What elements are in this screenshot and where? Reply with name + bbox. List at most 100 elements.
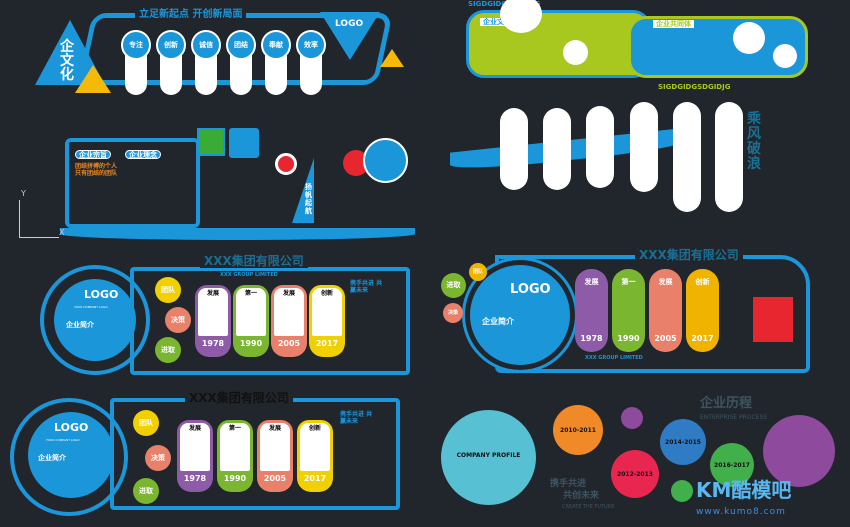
value-label: 专注 (121, 30, 151, 60)
badge-progress: 进取 (155, 337, 181, 363)
intro-title: 企业简介 (66, 321, 94, 329)
green-blue-boxes (197, 128, 287, 158)
label: 发展 (584, 278, 599, 286)
value-pill: 奉献 (261, 30, 291, 95)
history-card: 发展 2005 (649, 269, 682, 352)
intro-title: 企业简介 (38, 454, 66, 462)
label: 1990 (617, 334, 640, 344)
history-card: 发展 2005 (257, 420, 293, 492)
value-label: 团结 (226, 30, 256, 60)
value-pill: 团结 (226, 30, 256, 95)
value-label: 效率 (296, 30, 326, 60)
pill (630, 102, 658, 192)
info-circle (363, 138, 408, 183)
pill (586, 106, 614, 188)
culture-wall-green-blue: SIGDGIDGSDGIDJG 企业文化 企业共同体 SIGDGIDGSDGID… (458, 0, 818, 92)
frame (65, 138, 200, 228)
badge-decision: 决策 (443, 303, 463, 323)
logo-sub: YOUR COMPANY LOGO (46, 438, 80, 442)
history-card: 创新 2017 (297, 420, 333, 492)
label: 2005 (654, 334, 677, 344)
history-card: 第一 1990 (612, 269, 645, 352)
cloud-circle (563, 40, 588, 65)
tab-purpose: 企业宗旨 (75, 150, 111, 159)
cloud-circle (773, 44, 797, 68)
slogan-2: 共创未来 (563, 491, 600, 501)
value-label: 诚信 (191, 30, 221, 60)
history-card: 发展 2005 (271, 285, 307, 357)
label: 1978 (580, 334, 603, 344)
culture-wall-pills: 乘风破浪 (445, 100, 775, 215)
label: 2005 (277, 339, 301, 348)
history-card: 创新 2017 (309, 285, 345, 357)
history-card: 发展 1978 (575, 269, 608, 352)
company-name-en: XXX GROUP LIMITED (220, 272, 278, 278)
culture-heading: 企文化 (60, 39, 74, 83)
label: 发展 (260, 423, 290, 471)
label: 发展 (274, 288, 304, 336)
label: 2017 (303, 474, 327, 483)
label: 1978 (201, 339, 225, 348)
y-axis-label: Y (21, 189, 26, 198)
gear-label: 2016-2017 (714, 461, 750, 469)
gears-title: 企业历程 (700, 396, 753, 411)
label: 创新 (695, 278, 710, 286)
yellow-triangle-right (380, 49, 404, 67)
logo-triangle (320, 12, 380, 60)
red-board (753, 297, 793, 342)
history-card: 创新 2017 (686, 269, 719, 352)
label-culture: 企业文化 (480, 18, 514, 27)
gear-purple (763, 415, 835, 487)
company-name-en: XXX GROUP LIMITED (585, 355, 643, 361)
badge-team: 团队 (155, 277, 181, 303)
label: 创新 (312, 288, 342, 336)
label: 2017 (315, 339, 339, 348)
side-slogan: 携手共进 共赢未来 (340, 411, 373, 425)
value-pill: 专注 (121, 30, 151, 95)
value-label: 奉献 (261, 30, 291, 60)
pill (673, 102, 701, 212)
code-text-bottom: SIGDGIDGSDGIDJG (658, 83, 731, 91)
gear-label: 2012-2013 (617, 470, 653, 478)
logo-sub: YOUR COMPANY LOGO (74, 305, 108, 309)
label: 第一 (220, 423, 250, 471)
company-panel-right: XXX集团有限公司 LOGO 企业简介 团队 进取 决策 发展 1978 第一 19… (435, 245, 815, 375)
history-card: 发展 1978 (177, 420, 213, 492)
label: 1978 (183, 474, 207, 483)
badge-progress: 进取 (133, 478, 159, 504)
slogan: 团结拼搏的个人 只有团结的团队 (75, 163, 118, 177)
label: 2017 (691, 334, 714, 344)
slogan-en: CREATE THE FUTURE (562, 504, 615, 510)
badge-progress: 进取 (441, 273, 466, 298)
history-card: 第一 1990 (233, 285, 269, 357)
label: 发展 (658, 278, 673, 286)
logo-circle: LOGO YOUR COMPANY LOGO 企业简介 (28, 412, 114, 498)
sail-text: 扬帆起航 (305, 183, 312, 216)
history-card: 第一 1990 (217, 420, 253, 492)
x-axis-label: X (59, 228, 65, 237)
culture-wall-top-left: 立足新起点 开创新局面 企文化 LOGO 专注 创新 诚信 团结 奉献 效率 (35, 5, 420, 95)
company-name: XXX集团有限公司 (200, 255, 308, 268)
logo: LOGO (84, 288, 119, 301)
pill (543, 108, 571, 190)
cad-ucs-icon: Y X (17, 189, 67, 242)
label: 1990 (239, 339, 263, 348)
label: 创新 (300, 423, 330, 471)
slogan-1: 携手共进 (550, 479, 587, 489)
gear: 2016-2017 (710, 443, 754, 487)
value-label: 创新 (156, 30, 186, 60)
company-name: XXX集团有限公司 (635, 249, 743, 262)
company-panel-left: XXX集团有限公司 XXX GROUP LIMITED LOGO YOUR CO… (40, 255, 410, 380)
logo-circle: LOGO YOUR COMPANY LOGO 企业简介 (54, 279, 136, 361)
label: 1990 (223, 474, 247, 483)
logo-text: LOGO (335, 19, 364, 29)
logo: LOGO (54, 421, 89, 434)
badge-team: 团队 (133, 410, 159, 436)
badge-decision: 决策 (145, 445, 171, 471)
badge-team: 团队 (469, 263, 487, 281)
motto: 乘风破浪 (747, 111, 761, 172)
pill (715, 102, 743, 212)
gear-label: 2010-2011 (560, 426, 596, 434)
cloud-circle (733, 22, 765, 54)
gears-title-en: ENTERPRISE PROCESS (700, 414, 768, 421)
